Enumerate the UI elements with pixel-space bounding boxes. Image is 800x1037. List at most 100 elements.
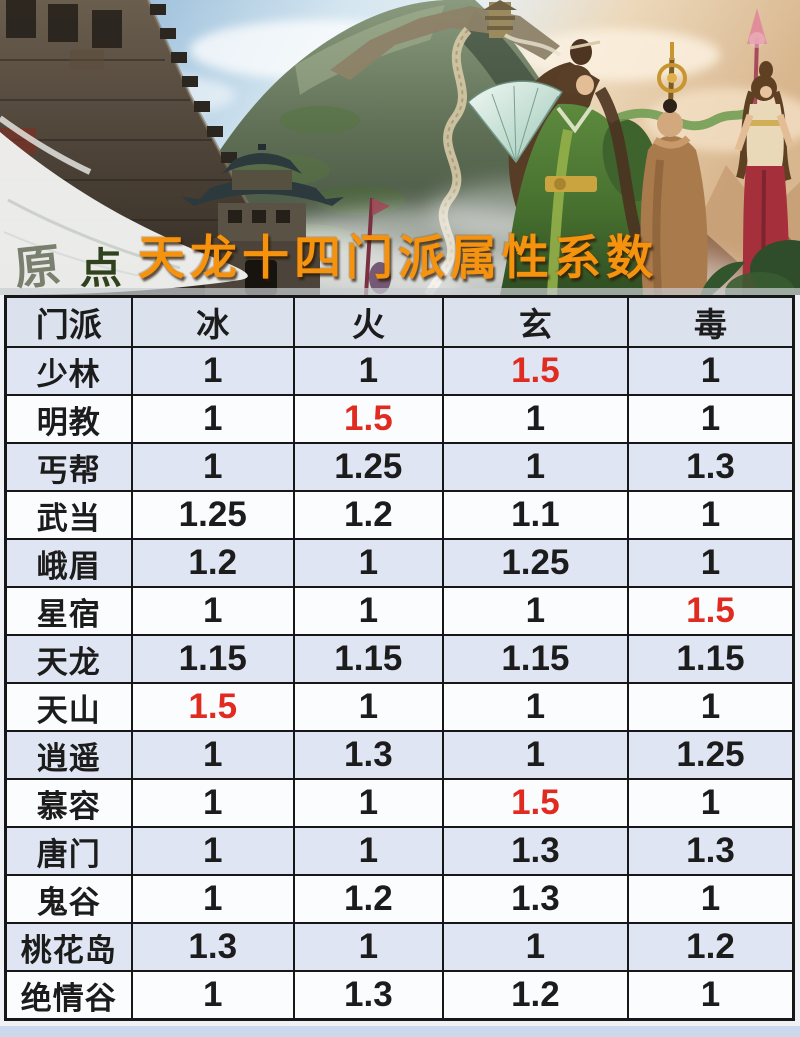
sect-name: 鬼谷 bbox=[4, 874, 133, 924]
bronze-figure bbox=[640, 42, 708, 295]
transition-strip bbox=[0, 288, 800, 295]
coefficient-value: 1 bbox=[130, 874, 295, 924]
table-row: 绝情谷 1 1.3 1.2 1 bbox=[4, 970, 795, 1021]
header-row: 门派 冰 火 玄 毒 bbox=[4, 295, 795, 348]
sect-name: 天龙 bbox=[4, 634, 133, 684]
coefficient-value: 1 bbox=[292, 778, 444, 828]
sect-name: 明教 bbox=[4, 394, 133, 444]
coefficient-value: 1 bbox=[130, 394, 295, 444]
table-row: 鬼谷 1 1.2 1.3 1 bbox=[4, 874, 795, 924]
landscape-illustration bbox=[0, 0, 800, 295]
brush-sweep bbox=[0, 115, 248, 295]
coefficient-value: 1 bbox=[292, 346, 444, 396]
table-row: 明教 1 1.5 1 1 bbox=[4, 394, 795, 444]
sect-name: 丐帮 bbox=[4, 442, 133, 492]
header-mystic: 玄 bbox=[441, 295, 629, 348]
coefficient-value: 1 bbox=[130, 346, 295, 396]
gate-tower bbox=[182, 144, 344, 295]
coefficient-value: 1 bbox=[130, 778, 295, 828]
coefficient-value: 1.2 bbox=[292, 490, 444, 540]
watermark-char: 点 bbox=[80, 244, 123, 293]
coefficient-value: 1 bbox=[292, 586, 444, 636]
table-region: 门派 冰 火 玄 毒 少林 1 1 1.5 1 明教 1 1.5 1 1 丐帮 1 1.25 1 1.3 武当… bbox=[0, 295, 800, 1037]
coefficient-value: 1 bbox=[441, 394, 629, 444]
header-fire: 火 bbox=[292, 295, 444, 348]
coefficient-table: 门派 冰 火 玄 毒 少林 1 1 1.5 1 明教 1 1.5 1 1 丐帮 1 1.25 1 1.3 武当… bbox=[4, 295, 795, 1021]
coefficient-value: 1 bbox=[441, 586, 629, 636]
coefficient-value: 1 bbox=[292, 922, 444, 972]
table-row: 丐帮 1 1.25 1 1.3 bbox=[4, 442, 795, 492]
coefficient-value: 1.3 bbox=[130, 922, 295, 972]
header-sect: 门派 bbox=[4, 295, 133, 348]
sect-name: 桃花岛 bbox=[4, 922, 133, 972]
coefficient-value: 1.5 bbox=[441, 346, 629, 396]
coefficient-value: 1 bbox=[626, 970, 795, 1021]
coefficient-value: 1 bbox=[626, 490, 795, 540]
table-body: 少林 1 1 1.5 1 明教 1 1.5 1 1 丐帮 1 1.25 1 1.3 武当 1.25 1.2 1.1 1… bbox=[4, 346, 795, 1021]
coefficient-value: 1.15 bbox=[626, 634, 795, 684]
green-robe-figure bbox=[466, 33, 751, 295]
sect-name: 少林 bbox=[4, 346, 133, 396]
coefficient-value: 1.3 bbox=[441, 874, 629, 924]
coefficient-value: 1.5 bbox=[292, 394, 444, 444]
coefficient-value: 1 bbox=[130, 730, 295, 780]
watermark-char: 原 bbox=[11, 237, 64, 295]
coefficient-value: 1 bbox=[292, 538, 444, 588]
coefficient-value: 1.3 bbox=[292, 970, 444, 1021]
coefficient-value: 1 bbox=[626, 394, 795, 444]
coefficient-value: 1.3 bbox=[292, 730, 444, 780]
table-row: 星宿 1 1 1 1.5 bbox=[4, 586, 795, 636]
table-row: 天龙 1.15 1.15 1.15 1.15 bbox=[4, 634, 795, 684]
coefficient-value: 1.25 bbox=[130, 490, 295, 540]
coefficient-value: 1.25 bbox=[626, 730, 795, 780]
watermark: 原点 bbox=[11, 231, 123, 295]
coefficient-value: 1 bbox=[441, 682, 629, 732]
bottom-strip bbox=[0, 1026, 800, 1037]
hero-artwork: 原点 天龙十四门派属性系数 bbox=[0, 0, 800, 295]
coefficient-table-wrap: 门派 冰 火 玄 毒 少林 1 1 1.5 1 明教 1 1.5 1 1 丐帮 1 1.25 1 1.3 武当… bbox=[4, 295, 795, 1021]
page-title: 天龙十四门派属性系数 bbox=[138, 231, 658, 284]
header-ice: 冰 bbox=[130, 295, 295, 348]
coefficient-value: 1.15 bbox=[292, 634, 444, 684]
coefficient-value: 1.2 bbox=[441, 970, 629, 1021]
sect-name: 星宿 bbox=[4, 586, 133, 636]
coefficient-value: 1.5 bbox=[626, 586, 795, 636]
coefficient-value: 1 bbox=[292, 682, 444, 732]
coefficient-value: 1.25 bbox=[292, 442, 444, 492]
table-row: 桃花岛 1.3 1 1 1.2 bbox=[4, 922, 795, 972]
coefficient-value: 1.15 bbox=[130, 634, 295, 684]
coefficient-value: 1 bbox=[626, 874, 795, 924]
coefficient-value: 1 bbox=[626, 682, 795, 732]
sect-name: 武当 bbox=[4, 490, 133, 540]
table-row: 武当 1.25 1.2 1.1 1 bbox=[4, 490, 795, 540]
table-row: 慕容 1 1 1.5 1 bbox=[4, 778, 795, 828]
coefficient-value: 1.3 bbox=[441, 826, 629, 876]
sect-name: 慕容 bbox=[4, 778, 133, 828]
coefficient-value: 1.5 bbox=[130, 682, 295, 732]
sect-name: 逍遥 bbox=[4, 730, 133, 780]
coefficient-value: 1 bbox=[130, 970, 295, 1021]
coefficient-value: 1 bbox=[441, 922, 629, 972]
sect-name: 峨眉 bbox=[4, 538, 133, 588]
header-poison: 毒 bbox=[626, 295, 795, 348]
coefficient-value: 1 bbox=[441, 730, 629, 780]
coefficient-value: 1 bbox=[626, 778, 795, 828]
coefficient-value: 1.15 bbox=[441, 634, 629, 684]
coefficient-value: 1 bbox=[626, 346, 795, 396]
coefficient-value: 1 bbox=[130, 586, 295, 636]
table-row: 天山 1.5 1 1 1 bbox=[4, 682, 795, 732]
coefficient-value: 1 bbox=[626, 538, 795, 588]
coefficient-value: 1 bbox=[130, 442, 295, 492]
table-row: 唐门 1 1 1.3 1.3 bbox=[4, 826, 795, 876]
coefficient-value: 1.25 bbox=[441, 538, 629, 588]
coefficient-value: 1.1 bbox=[441, 490, 629, 540]
sect-name: 绝情谷 bbox=[4, 970, 133, 1021]
table-row: 峨眉 1.2 1 1.25 1 bbox=[4, 538, 795, 588]
coefficient-value: 1.3 bbox=[626, 442, 795, 492]
summit-fortress bbox=[330, 0, 560, 80]
coefficient-value: 1 bbox=[130, 826, 295, 876]
coefficient-value: 1.2 bbox=[626, 922, 795, 972]
table-row: 少林 1 1 1.5 1 bbox=[4, 346, 795, 396]
coefficient-value: 1.3 bbox=[626, 826, 795, 876]
